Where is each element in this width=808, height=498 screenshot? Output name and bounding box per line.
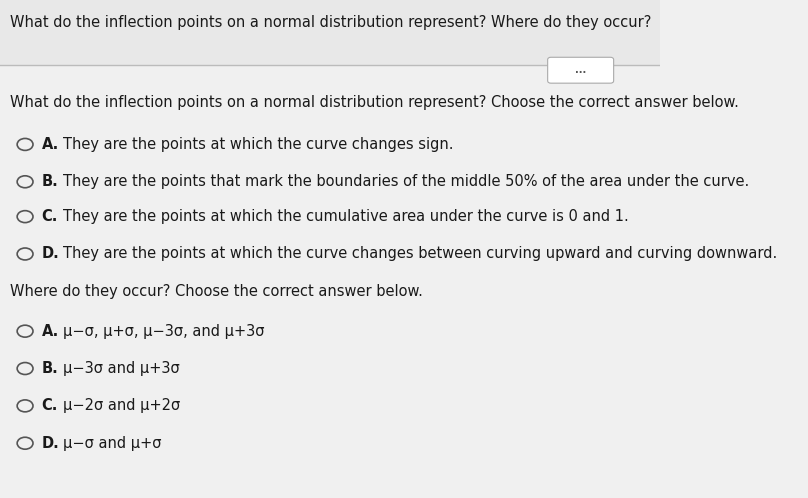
Text: A.: A. — [41, 324, 59, 339]
Text: A.: A. — [41, 137, 59, 152]
Text: μ−2σ and μ+2σ: μ−2σ and μ+2σ — [63, 398, 181, 413]
Text: C.: C. — [41, 209, 58, 224]
Text: What do the inflection points on a normal distribution represent? Where do they : What do the inflection points on a norma… — [10, 15, 651, 30]
Text: C.: C. — [41, 398, 58, 413]
FancyBboxPatch shape — [548, 57, 613, 83]
Text: D.: D. — [41, 436, 59, 451]
Text: B.: B. — [41, 174, 58, 189]
Text: They are the points at which the cumulative area under the curve is 0 and 1.: They are the points at which the cumulat… — [63, 209, 629, 224]
Text: What do the inflection points on a normal distribution represent? Choose the cor: What do the inflection points on a norma… — [10, 95, 739, 110]
Text: D.: D. — [41, 247, 59, 261]
Text: They are the points at which the curve changes sign.: They are the points at which the curve c… — [63, 137, 454, 152]
Text: They are the points that mark the boundaries of the middle 50% of the area under: They are the points that mark the bounda… — [63, 174, 750, 189]
FancyBboxPatch shape — [0, 0, 660, 65]
Text: Where do they occur? Choose the correct answer below.: Where do they occur? Choose the correct … — [10, 284, 423, 299]
Text: μ−σ, μ+σ, μ−3σ, and μ+3σ: μ−σ, μ+σ, μ−3σ, and μ+3σ — [63, 324, 265, 339]
Text: μ−3σ and μ+3σ: μ−3σ and μ+3σ — [63, 361, 180, 376]
Text: B.: B. — [41, 361, 58, 376]
Text: ...: ... — [575, 65, 587, 75]
Text: They are the points at which the curve changes between curving upward and curvin: They are the points at which the curve c… — [63, 247, 777, 261]
Text: μ−σ and μ+σ: μ−σ and μ+σ — [63, 436, 162, 451]
